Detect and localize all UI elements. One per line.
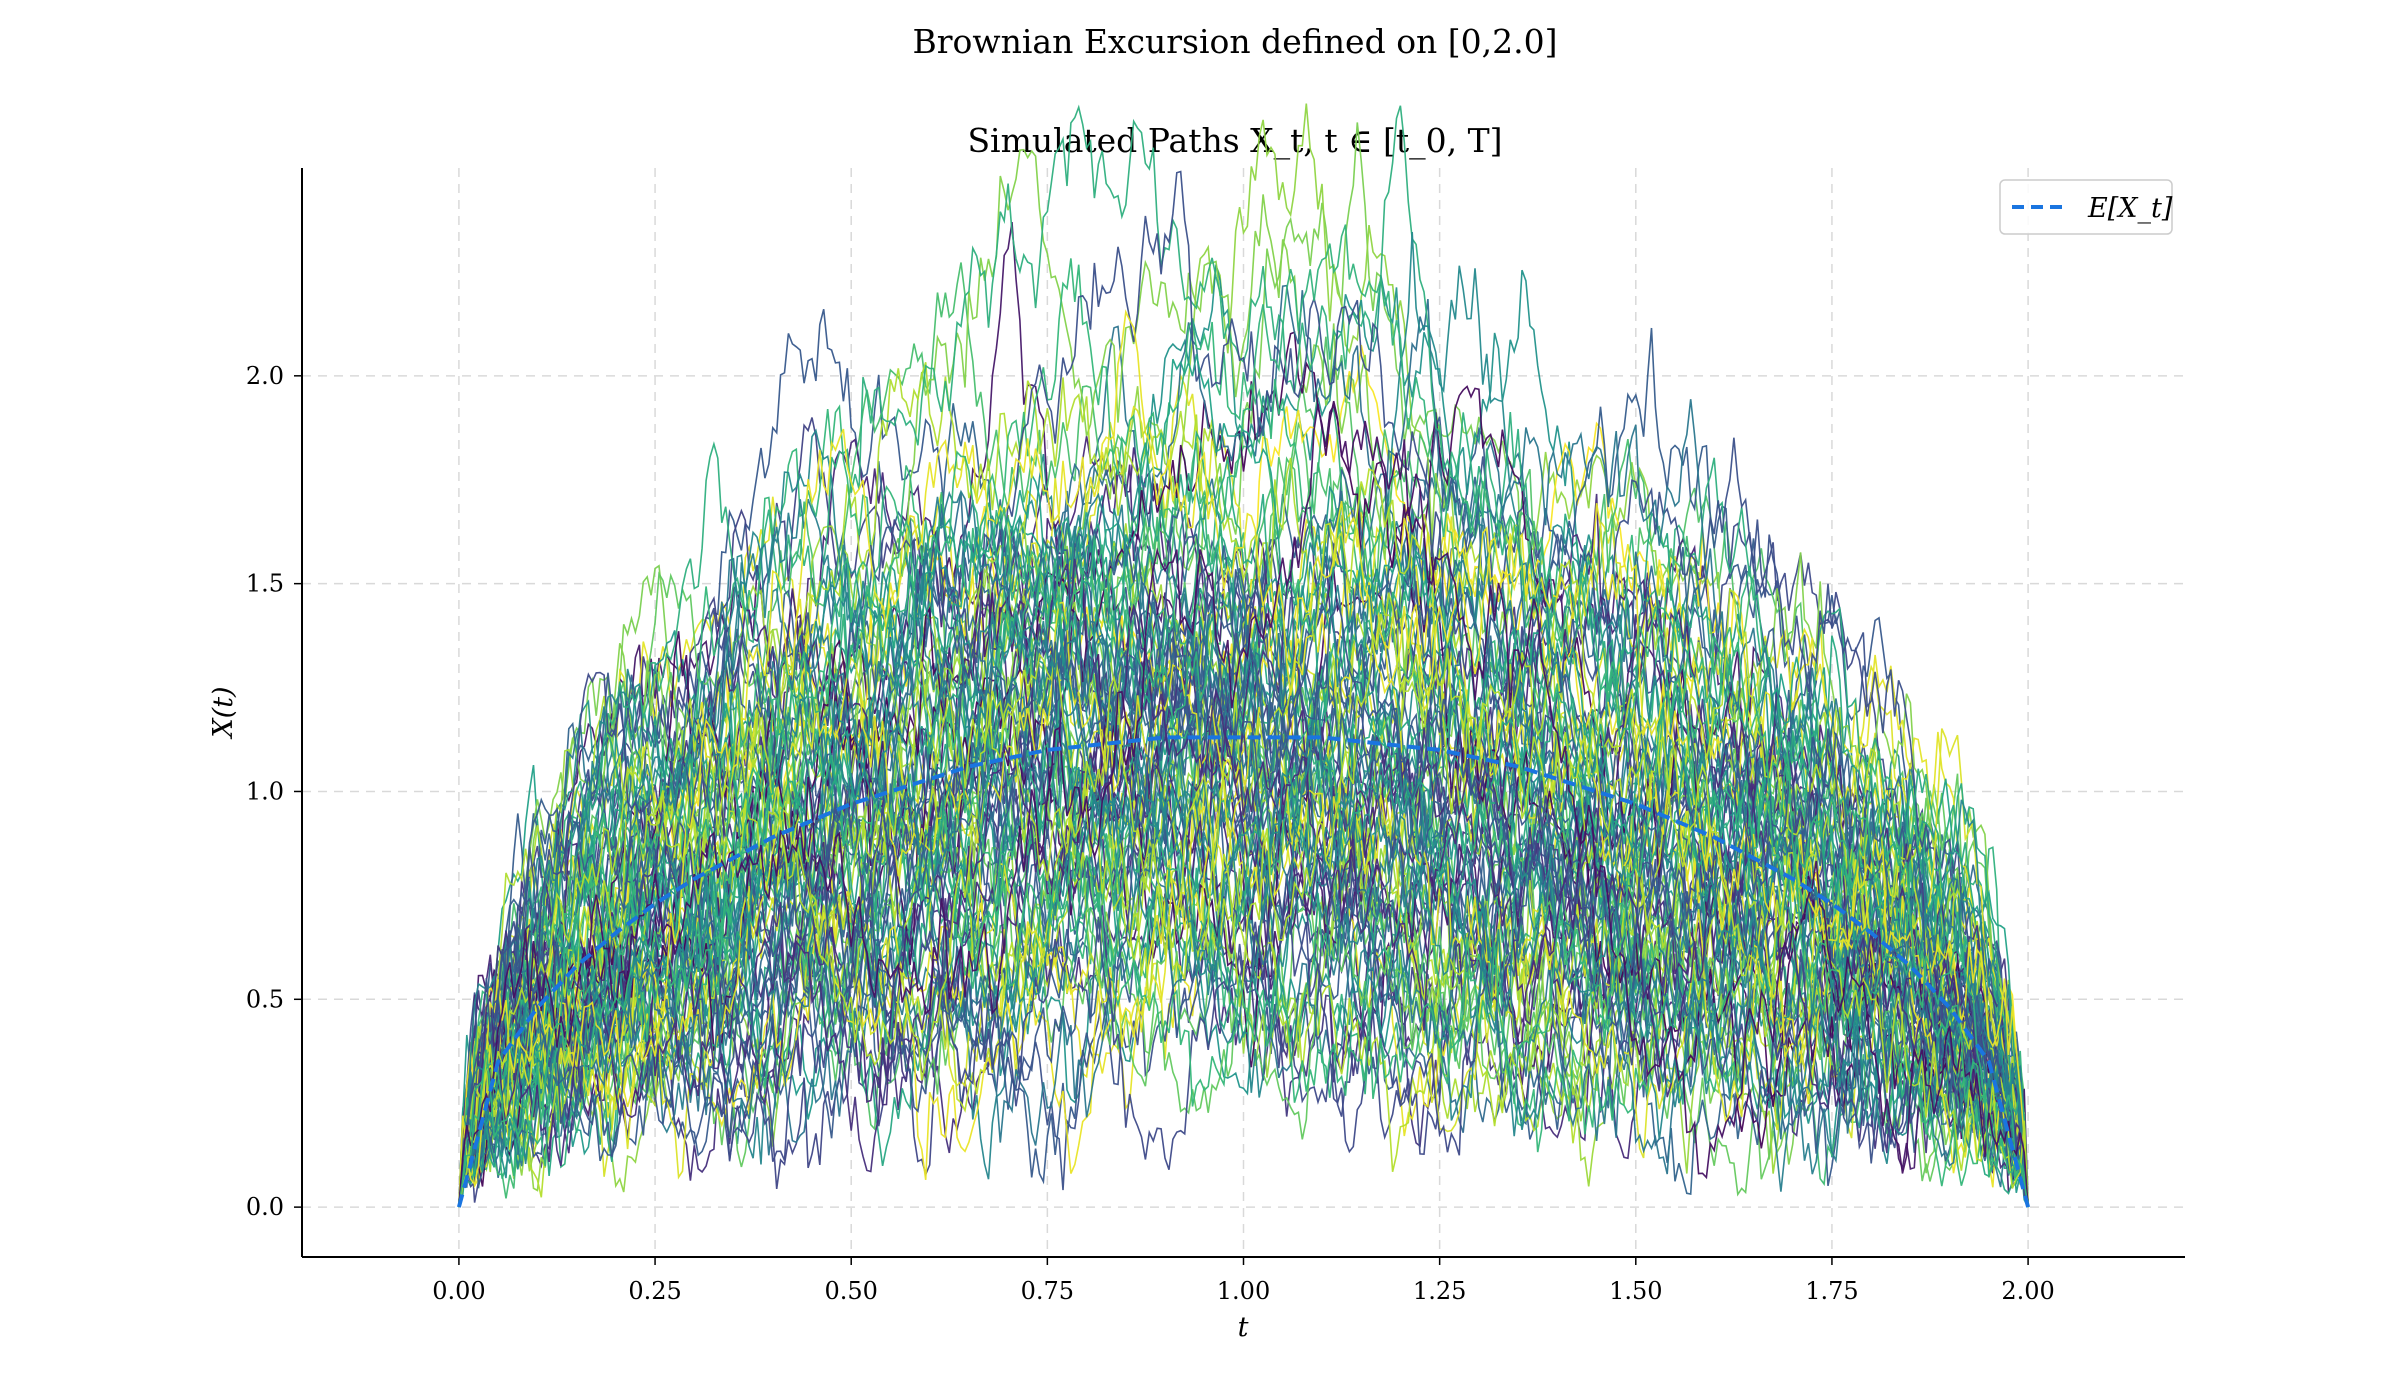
simulated-path bbox=[458, 468, 2029, 1208]
x-tick-label: 2.00 bbox=[2001, 1277, 2054, 1305]
x-tick-label: 0.25 bbox=[628, 1277, 681, 1305]
chart-title: Brownian Excursion defined on [0,2.0] bbox=[912, 22, 1557, 61]
simulated-path bbox=[458, 484, 2029, 1208]
x-tick-label: 1.00 bbox=[1217, 1277, 1270, 1305]
legend-box bbox=[1999, 179, 2173, 235]
x-tick-label: 0.75 bbox=[1021, 1277, 1074, 1305]
simulated-path bbox=[458, 501, 2029, 1208]
simulated-path bbox=[458, 592, 2029, 1208]
simulated-path bbox=[458, 170, 2029, 1208]
legend-mean-label: E[X_t] bbox=[2087, 193, 2173, 224]
simulated-path bbox=[458, 224, 2029, 1208]
simulated-paths bbox=[458, 103, 2029, 1208]
y-tick-label: 2.0 bbox=[246, 362, 284, 390]
simulated-path bbox=[458, 699, 2029, 1208]
y-tick-label: 0.5 bbox=[246, 985, 284, 1013]
y-axis-label: X(t) bbox=[208, 686, 239, 739]
simulated-path bbox=[458, 736, 2029, 1208]
x-tick-label: 1.75 bbox=[1805, 1277, 1858, 1305]
legend: E[X_t] bbox=[1999, 179, 2173, 235]
simulated-path bbox=[458, 606, 2029, 1208]
y-tick-label: 1.5 bbox=[246, 570, 284, 598]
y-tick-label: 0.0 bbox=[246, 1193, 284, 1221]
simulated-path bbox=[458, 471, 2029, 1208]
simulated-path bbox=[458, 258, 2029, 1208]
simulated-path bbox=[458, 489, 2029, 1208]
simulated-path bbox=[458, 425, 2029, 1208]
x-tick-label: 1.50 bbox=[1609, 1277, 1662, 1305]
simulated-path bbox=[458, 603, 2029, 1208]
ticks: 0.00 0.25 0.50 0.75 1.00 1.25 1.50 1.75 2.00 0.0 0… bbox=[246, 362, 2055, 1305]
simulated-path bbox=[458, 428, 2029, 1208]
x-tick-label: 1.25 bbox=[1413, 1277, 1466, 1305]
simulated-path bbox=[458, 598, 2029, 1208]
mean-curve-layer bbox=[456, 735, 2031, 1208]
x-tick-label: 0.50 bbox=[824, 1277, 877, 1305]
x-tick-label: 0.00 bbox=[432, 1277, 485, 1305]
chart-subtitle: Simulated Paths X_t, t ∈ [t_0, T] bbox=[967, 121, 1502, 161]
simulated-path bbox=[458, 399, 2029, 1208]
y-tick-label: 1.0 bbox=[246, 777, 284, 805]
x-axis-label: t bbox=[1238, 1312, 1249, 1343]
mean-curve bbox=[456, 735, 2031, 1208]
simulated-path bbox=[458, 309, 2029, 1208]
